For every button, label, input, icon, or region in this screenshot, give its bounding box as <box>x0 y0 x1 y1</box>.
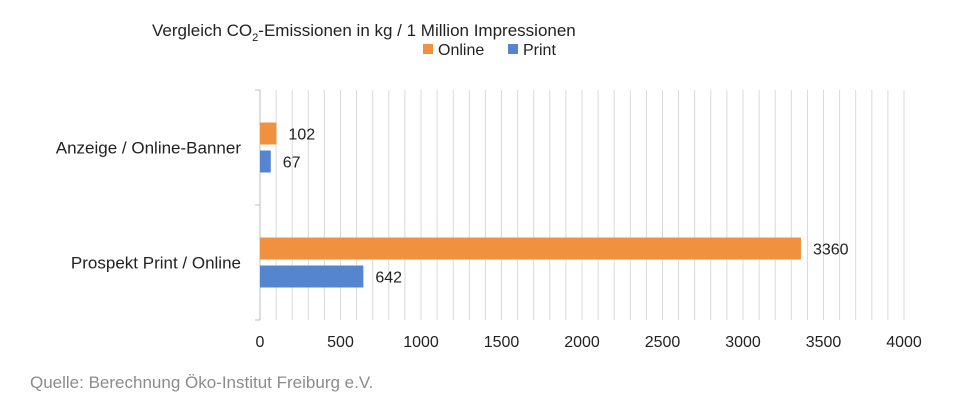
x-tick-label: 1000 <box>403 334 439 351</box>
legend-swatch-online <box>423 44 433 54</box>
bar-online-1 <box>260 122 277 145</box>
data-label: 3360 <box>813 242 849 259</box>
x-tick-label: 2500 <box>645 334 681 351</box>
bar-print-2 <box>260 265 364 288</box>
gridlines <box>275 90 905 320</box>
category-label: Prospekt Print / Online <box>71 254 241 273</box>
x-tick-label: 500 <box>327 334 354 351</box>
x-tick-label: 1500 <box>484 334 520 351</box>
bar-online-2 <box>260 237 801 260</box>
bars <box>260 122 801 288</box>
legend-label-online: Online <box>438 42 484 59</box>
x-tick-label: 0 <box>256 334 265 351</box>
x-tick-label: 2000 <box>564 334 600 351</box>
legend-label-print: Print <box>523 42 556 59</box>
x-tick-label: 4000 <box>886 334 922 351</box>
axes <box>255 89 261 321</box>
legend: Online Print <box>423 42 556 59</box>
data-label: 642 <box>375 270 402 287</box>
legend-swatch-print <box>508 44 518 54</box>
x-tick-label: 3500 <box>806 334 842 351</box>
data-label: 67 <box>283 155 301 172</box>
source-note: Quelle: Berechnung Öko-Institut Freiburg… <box>30 373 373 392</box>
labels: 0 500 1000 1500 2000 2500 3000 3500 4000 Anzeige … <box>56 127 922 352</box>
data-label: 102 <box>288 127 315 144</box>
x-tick-label: 3000 <box>725 334 761 351</box>
category-label: Anzeige / Online-Banner <box>56 139 242 158</box>
bar-print-1 <box>260 150 271 173</box>
chart-title: Vergleich CO2-Emissionen in kg / 1 Milli… <box>152 21 576 44</box>
